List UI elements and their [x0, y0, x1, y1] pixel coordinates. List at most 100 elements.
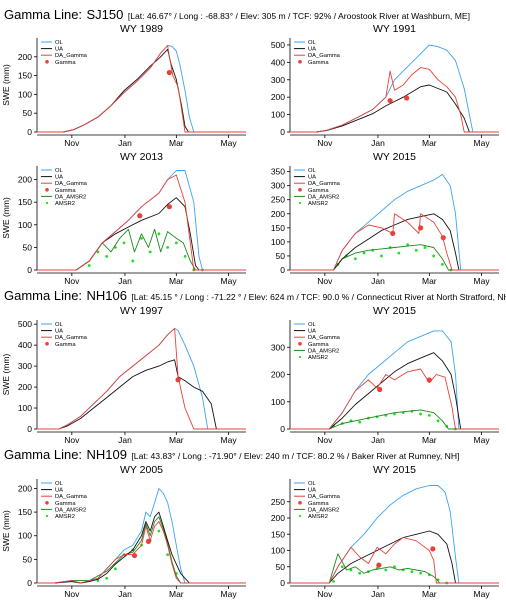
amsr2-point	[362, 251, 366, 255]
amsr2-point	[349, 568, 353, 572]
x-tick-label: Jan	[371, 138, 385, 148]
x-tick-label: Mar	[422, 138, 437, 148]
legend-entry-da-amsr2: DA_AMSR2	[55, 194, 86, 200]
y-tick-label: 200	[271, 513, 285, 523]
x-tick-label: Jan	[118, 276, 132, 286]
y-axis-label: SWE (mm)	[1, 354, 11, 396]
legend-entry-da-gamma: DA_Gamma	[55, 181, 88, 187]
legend-swatch-amsr2	[298, 201, 302, 205]
chart-wy2005: WY 2005 0 50 100 150 200 Nov Jan Mar May SWE (mm) O…	[1, 464, 246, 599]
series-line-da-amsr2	[37, 516, 246, 584]
series-line-ua	[290, 84, 499, 133]
amsr2-point	[105, 255, 109, 258]
legend-swatch-amsr2	[45, 514, 49, 518]
legend-swatch-gamma	[298, 342, 302, 346]
y-axis-label: SWE (mm)	[1, 64, 11, 106]
legend-swatch-gamma	[298, 188, 302, 192]
legend-entry-da-gamma: DA_Gamma	[308, 181, 341, 187]
y-tick-label: 400	[271, 57, 285, 67]
legend-entry-gamma: Gamma	[55, 60, 76, 66]
amsr2-point	[406, 243, 409, 247]
section-title-label: Gamma Line:	[4, 7, 83, 22]
y-tick-label: 200	[271, 209, 285, 219]
x-tick-label: Jan	[371, 589, 385, 599]
x-tick-label: May	[474, 276, 491, 286]
y-axis-label: SWE (mm)	[1, 197, 11, 239]
amsr2-point	[423, 246, 427, 249]
legend-entry-da-amsr2: DA_AMSR2	[308, 194, 339, 200]
amsr2-point	[414, 248, 418, 252]
legend-swatch-gamma	[298, 60, 302, 64]
amsr2-point	[358, 571, 362, 575]
gamma-point	[418, 225, 424, 231]
legend-entry-da-amsr2: DA_AMSR2	[308, 507, 339, 513]
series-line-da-gamma	[290, 368, 499, 430]
chart-title: WY 1997	[120, 305, 163, 317]
y-tick-label: 150	[18, 507, 32, 517]
series-line-ua	[290, 213, 499, 271]
legend-entry-ua: UA	[308, 175, 316, 181]
amsr2-point	[166, 245, 170, 249]
amsr2-point	[432, 254, 436, 258]
chart-title: WY 2015	[373, 464, 416, 476]
amsr2-point	[419, 412, 423, 416]
amsr2-point	[393, 412, 396, 416]
y-tick-label: 200	[18, 382, 32, 392]
legend-entry-gamma: Gamma	[308, 188, 329, 194]
y-tick-label: 500	[18, 319, 32, 329]
y-tick-label: 0	[280, 424, 285, 434]
y-tick-label: 100	[18, 89, 32, 99]
gamma-point	[430, 546, 436, 552]
legend-entry-da-gamma: DA_Gamma	[55, 335, 88, 341]
legend-entry-da-gamma: DA_Gamma	[308, 494, 341, 500]
legend-swatch-amsr2	[298, 355, 302, 359]
x-tick-label: Mar	[422, 276, 437, 286]
legend-entry-ua: UA	[55, 175, 63, 181]
legend-entry-ol: OL	[55, 481, 64, 487]
x-tick-label: Jan	[118, 435, 132, 445]
amsr2-point	[436, 419, 440, 423]
amsr2-point	[96, 250, 100, 254]
legend-swatch-gamma	[298, 501, 302, 505]
y-tick-label: 0	[27, 127, 32, 137]
gamma-point	[166, 69, 172, 76]
series-line-da-gamma	[37, 174, 246, 271]
y-tick-label: 0	[27, 578, 32, 588]
section-title-details: [Lat: 43.83° / Long : -71.90° / Elev: 24…	[131, 451, 460, 461]
x-tick-label: Nov	[64, 435, 80, 445]
y-tick-label: 0	[280, 578, 285, 588]
gamma-point	[387, 98, 393, 104]
chart-title: WY 2015	[373, 151, 416, 163]
x-tick-label: May	[474, 138, 491, 148]
amsr2-point	[157, 529, 161, 533]
amsr2-point	[397, 251, 401, 255]
gamma-point	[376, 562, 382, 568]
y-tick-label: 100	[18, 220, 32, 230]
y-tick-label: 50	[23, 554, 33, 564]
y-axis-label: SWE (mm)	[1, 510, 11, 552]
x-tick-label: Mar	[169, 276, 184, 286]
x-tick-label: Mar	[422, 435, 437, 445]
legend-entry-da-amsr2: DA_AMSR2	[55, 507, 86, 513]
legend-entry-ol: OL	[55, 40, 64, 46]
y-tick-label: 100	[271, 397, 285, 407]
y-tick-label: 250	[271, 195, 285, 205]
x-tick-label: Nov	[317, 589, 333, 599]
amsr2-point	[148, 250, 152, 254]
chart-title: WY 2015	[373, 305, 416, 317]
x-tick-label: May	[474, 435, 491, 445]
series-line-ua	[37, 511, 246, 584]
x-tick-label: May	[221, 138, 238, 148]
x-tick-label: Nov	[317, 276, 333, 286]
y-tick-label: 200	[271, 370, 285, 380]
legend-swatch-amsr2	[45, 201, 49, 205]
legend-swatch-amsr2	[298, 514, 302, 518]
legend-entry-amsr2: AMSR2	[308, 514, 328, 520]
series-line-da-amsr2	[290, 409, 499, 430]
y-tick-label: 400	[18, 340, 32, 350]
chart-wy1989: WY 1989 0 50 100 150 200 Nov Jan Mar May SWE (mm) O…	[1, 23, 246, 148]
y-tick-label: 200	[18, 52, 32, 62]
